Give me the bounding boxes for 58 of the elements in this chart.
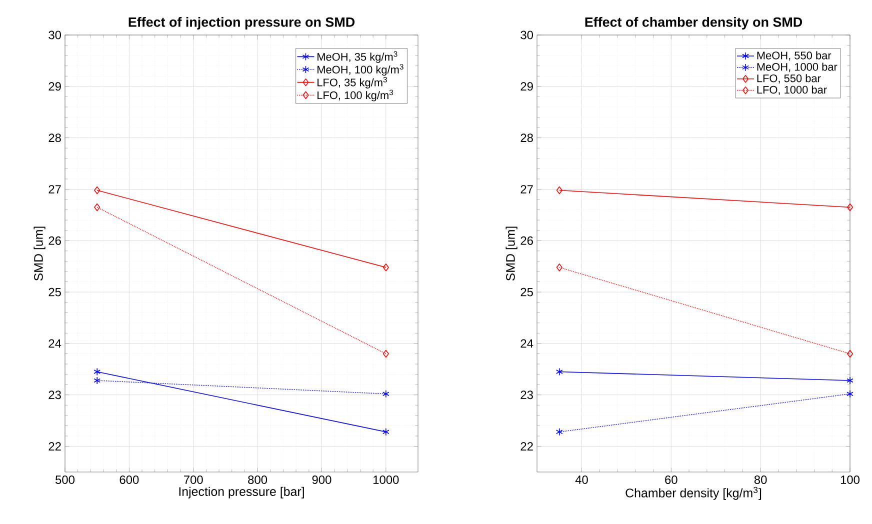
y-tick-label: 24 xyxy=(48,339,62,348)
point xyxy=(556,263,562,272)
legend-label: MeOH, 1000 bar xyxy=(757,62,838,72)
y-tick-label: 22 xyxy=(520,442,533,450)
point xyxy=(846,376,854,384)
point xyxy=(94,368,101,376)
chart-title: Effect of chamber density on SMD xyxy=(585,16,802,30)
point xyxy=(94,376,101,384)
y-tick-label: 23 xyxy=(520,390,533,400)
y-tick-label: 25 xyxy=(48,288,61,296)
point xyxy=(382,390,390,398)
x-tick-label: 60 xyxy=(665,476,678,484)
x-tick-label: 500 xyxy=(56,476,75,484)
y-axis-title: SMD [um] xyxy=(34,226,46,281)
x-tick-label: 700 xyxy=(184,476,203,484)
y-tick-label: 22 xyxy=(48,442,61,450)
point xyxy=(846,350,854,358)
y-tick-label: 29 xyxy=(520,82,533,91)
x-tick-label: 1000 xyxy=(374,476,399,484)
legend-label: LFO, 100 kg/m$^{3}$ xyxy=(318,90,394,102)
point xyxy=(382,428,390,436)
x-tick-label: 100 xyxy=(840,476,860,484)
point xyxy=(846,203,854,212)
chart-title: Effect of injection pressure on SMD xyxy=(128,16,355,30)
y-tick-label: 25 xyxy=(520,288,533,296)
point xyxy=(556,428,563,436)
y-tick-label: 30 xyxy=(48,30,62,40)
point xyxy=(846,390,854,398)
x-axis-title: Injection pressure [bar] xyxy=(179,486,304,498)
legend-label: LFO, 1000 bar xyxy=(757,86,827,95)
point xyxy=(556,368,563,376)
y-tick-label: 27 xyxy=(520,185,533,194)
y-tick-label: 29 xyxy=(48,82,61,91)
x-tick-label: 800 xyxy=(248,476,268,484)
y-tick-label: 28 xyxy=(48,134,61,142)
y-tick-label: 30 xyxy=(520,30,534,40)
point xyxy=(94,203,100,212)
legend-label: MeOH, 550 bar xyxy=(757,51,832,61)
x-tick-label: 600 xyxy=(120,476,139,484)
y-tick-label: 28 xyxy=(520,134,533,142)
legend-label: LFO, 35 kg/m$^{3}$ xyxy=(318,76,387,88)
legend-label: MeOH, 100 kg/m$^{3}$ xyxy=(318,64,404,76)
x-tick-label: 40 xyxy=(575,476,588,484)
y-tick-label: 26 xyxy=(48,236,61,245)
y-tick-label: 26 xyxy=(520,236,533,245)
x-tick-label: 900 xyxy=(312,476,332,484)
y-tick-label: 24 xyxy=(520,339,534,348)
x-axis-title: Chamber density [kg/m$^{3}$] xyxy=(626,486,762,500)
y-tick-label: 27 xyxy=(48,185,61,194)
point xyxy=(382,350,389,358)
x-tick-label: 80 xyxy=(754,476,767,484)
y-tick-label: 23 xyxy=(48,390,61,400)
point xyxy=(94,186,100,194)
y-axis-title: SMD [um] xyxy=(506,226,518,281)
legend-label: MeOH, 35 kg/m$^{3}$ xyxy=(318,51,398,63)
legend-label: LFO, 550 bar xyxy=(757,74,821,84)
point xyxy=(382,263,389,272)
point xyxy=(556,186,562,194)
